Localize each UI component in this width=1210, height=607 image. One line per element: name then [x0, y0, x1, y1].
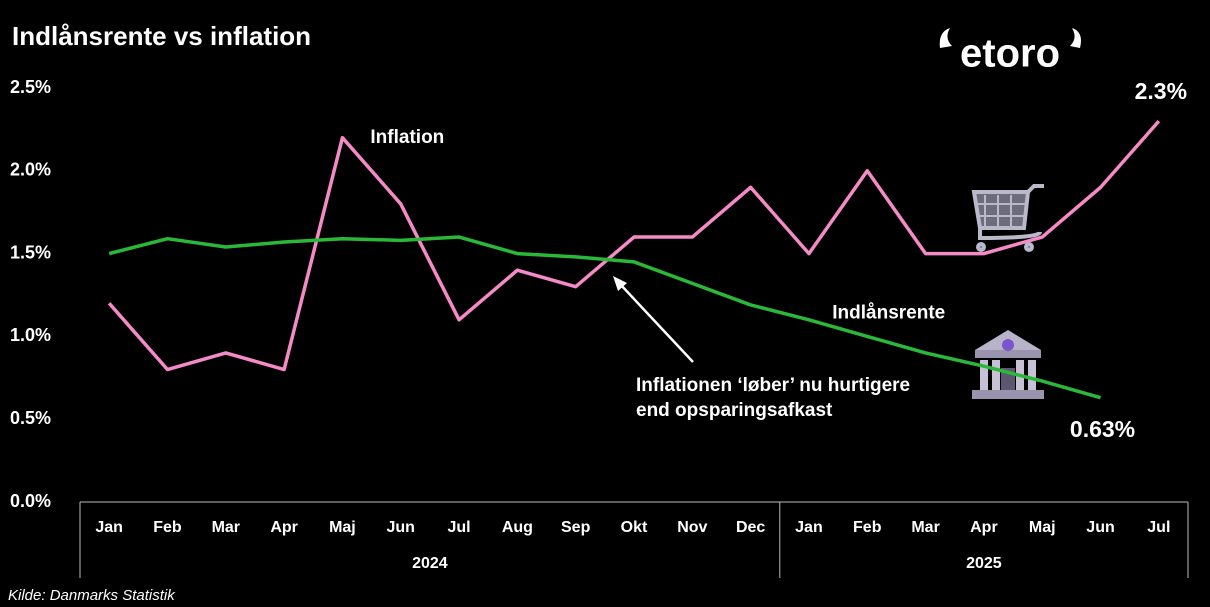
- source: Kilde: Danmarks Statistik: [8, 587, 176, 604]
- y-tick-label: 2.5%: [10, 77, 51, 97]
- x-tick-label: Dec: [736, 519, 765, 536]
- chart-title: Indlånsrente vs inflation: [12, 21, 311, 51]
- x-tick-label: Apr: [270, 519, 298, 536]
- annotation: end opsparingsafkast: [636, 400, 833, 421]
- series-label: Indlånsrente: [832, 302, 945, 323]
- x-tick-label: Jan: [795, 519, 823, 536]
- x-tick-label: Apr: [970, 519, 998, 536]
- year-label: 2025: [966, 555, 1002, 572]
- x-tick-label: Feb: [153, 519, 182, 536]
- x-tick-label: Aug: [502, 519, 533, 536]
- x-tick-label: Okt: [621, 519, 648, 536]
- x-tick-label: Jul: [447, 519, 470, 536]
- x-tick-label: Jul: [1147, 519, 1170, 536]
- x-tick-label: Jan: [95, 519, 123, 536]
- x-tick-label: Mar: [212, 519, 240, 536]
- x-tick-label: Jun: [1086, 519, 1114, 536]
- annotation: Inflationen ‘løber’ nu hurtigere: [636, 375, 910, 396]
- series-label: Inflation: [370, 127, 444, 148]
- value-label: 0.63%: [1070, 416, 1135, 442]
- series-line: [108, 235, 1102, 400]
- arrow: [613, 276, 694, 363]
- y-tick-label: 2.0%: [10, 160, 51, 180]
- x-tick-label: Maj: [329, 519, 356, 536]
- logo: etoro: [960, 32, 1060, 76]
- y-tick-label: 0.0%: [10, 491, 51, 511]
- x-tick-label: Feb: [853, 519, 882, 536]
- x-tick-label: Maj: [1029, 519, 1056, 536]
- cart-icon: [971, 184, 1044, 252]
- x-tick-label: Jun: [387, 519, 415, 536]
- y-tick-label: 1.5%: [10, 242, 51, 262]
- y-tick-label: 1.0%: [10, 325, 51, 345]
- x-tick-label: Mar: [911, 519, 939, 536]
- value-label: 2.3%: [1135, 78, 1187, 104]
- year-label: 2024: [412, 555, 448, 572]
- series-line: [107, 119, 1161, 372]
- y-tick-label: 0.5%: [10, 408, 51, 428]
- x-tick-label: Nov: [677, 519, 707, 536]
- x-tick-label: Sep: [561, 519, 591, 536]
